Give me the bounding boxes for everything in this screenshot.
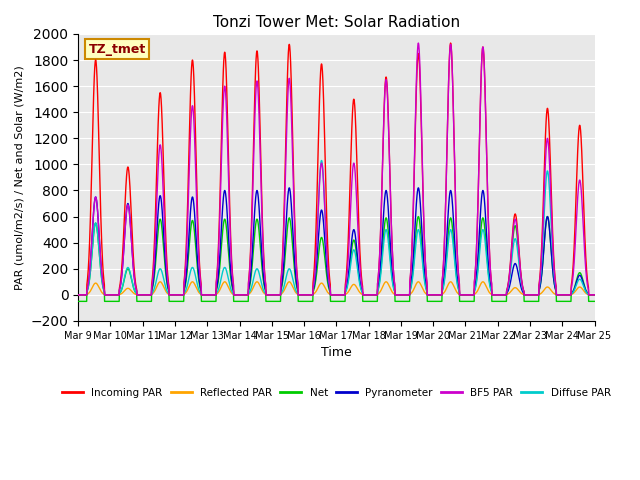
Y-axis label: PAR (umol/m2/s) / Net and Solar (W/m2): PAR (umol/m2/s) / Net and Solar (W/m2): [15, 65, 25, 290]
Title: Tonzi Tower Met: Solar Radiation: Tonzi Tower Met: Solar Radiation: [212, 15, 460, 30]
Legend: Incoming PAR, Reflected PAR, Net, Pyranometer, BF5 PAR, Diffuse PAR: Incoming PAR, Reflected PAR, Net, Pyrano…: [58, 384, 615, 402]
Text: TZ_tmet: TZ_tmet: [88, 43, 146, 56]
X-axis label: Time: Time: [321, 346, 352, 359]
